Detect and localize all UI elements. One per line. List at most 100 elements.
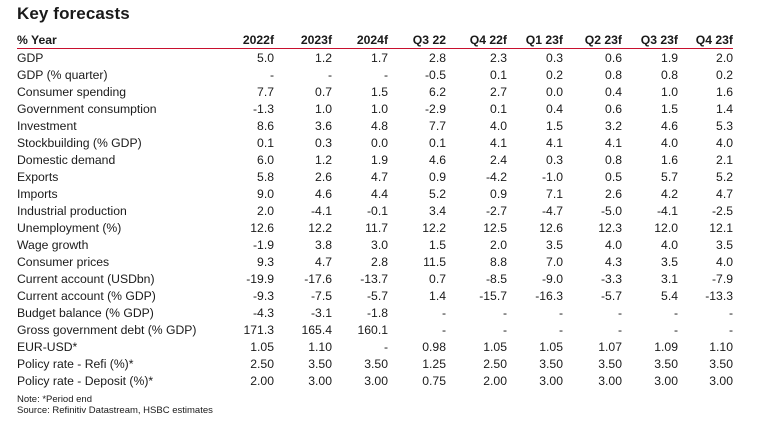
table-cell: 0.75	[422, 374, 446, 388]
table-cell: 5.2	[429, 187, 446, 201]
table-cell: 4.1	[490, 136, 507, 150]
table-row: Current account (% GDP) -9.3 -7.5 -5.7 1.4 -1…	[17, 288, 733, 305]
table-cell: 1.4	[716, 102, 733, 116]
table-cell: 2.1	[716, 153, 733, 167]
table-cell: 0.0	[371, 136, 388, 150]
row-label: Consumer prices	[17, 255, 110, 269]
forecast-table: % Year 2022f 2023f 2024f Q3 22 Q4 22f Q1…	[17, 32, 733, 390]
table-cell: -1.9	[252, 238, 274, 252]
table-row: Gross government debt (% GDP) 171.3 165.4 1…	[17, 322, 733, 339]
table-cell: 0.6	[605, 51, 622, 65]
table-cell: 0.2	[716, 68, 733, 82]
table-cell: 0.1	[429, 136, 446, 150]
row-label: GDP	[17, 51, 44, 65]
table-cell: -3.1	[310, 306, 332, 320]
table-cell: -7.5	[310, 289, 332, 303]
table-cell: 2.7	[490, 85, 507, 99]
table-cell: 0.8	[661, 68, 678, 82]
table-cell: -9.0	[541, 272, 563, 286]
table-cell: -13.7	[360, 272, 388, 286]
row-label: Stockbuilding (% GDP)	[17, 136, 142, 150]
column-header: Q2 23f	[563, 32, 622, 49]
row-label: EUR-USD*	[17, 340, 78, 354]
table-cell: 3.00	[364, 374, 388, 388]
table-row: Exports 5.8 2.6 4.7 0.9 -4.2 -1.0 0.5 5.7 5.2	[17, 169, 733, 186]
table-cell: 7.0	[546, 255, 563, 269]
row-label: Unemployment (%)	[17, 221, 122, 235]
table-cell: -	[558, 306, 563, 320]
table-cell: 4.4	[371, 187, 388, 201]
table-cell: 1.09	[654, 340, 678, 354]
table-cell: 2.50	[483, 357, 507, 371]
table-cell: 3.4	[429, 204, 446, 218]
table-row: GDP (% quarter) - - - -0.5 0.1 0.2 0.8 0.8 0.2	[17, 67, 733, 84]
table-row: Policy rate - Refi (%)* 2.50 3.50 3.50 1.25 2…	[17, 356, 733, 373]
table-cell: 2.0	[716, 51, 733, 65]
table-cell: 0.5	[605, 170, 622, 184]
table-cell: -	[617, 323, 622, 337]
table-cell: -	[441, 306, 446, 320]
table-cell: 1.10	[308, 340, 332, 354]
table-cell: 2.4	[490, 153, 507, 167]
table-cell: 3.8	[315, 238, 332, 252]
table-cell: 3.50	[654, 357, 678, 371]
table-cell: 4.7	[371, 170, 388, 184]
table-cell: 1.9	[661, 51, 678, 65]
table-cell: 7.1	[546, 187, 563, 201]
table-cell: 4.0	[661, 136, 678, 150]
table-cell: 0.7	[429, 272, 446, 286]
table-cell: 2.0	[490, 238, 507, 252]
table-cell: 2.00	[250, 374, 274, 388]
row-label: Government consumption	[17, 102, 157, 116]
table-cell: 7.7	[257, 85, 274, 99]
table-cell: -0.1	[366, 204, 388, 218]
table-cell: 0.4	[605, 85, 622, 99]
table-cell: 5.8	[257, 170, 274, 184]
table-cell: -	[383, 340, 388, 354]
table-cell: -2.9	[424, 102, 446, 116]
column-header: 2022f	[229, 32, 274, 49]
table-cell: 1.0	[315, 102, 332, 116]
table-cell: 3.50	[364, 357, 388, 371]
table-cell: 1.6	[716, 85, 733, 99]
table-cell: -	[383, 68, 388, 82]
table-cell: 3.1	[661, 272, 678, 286]
table-cell: 12.3	[598, 221, 622, 235]
column-header: Q4 23f	[678, 32, 733, 49]
table-row: Policy rate - Deposit (%)* 2.00 3.00 3.00 0.…	[17, 373, 733, 390]
table-cell: 0.4	[546, 102, 563, 116]
table-cell: 1.2	[315, 153, 332, 167]
table-cell: -5.7	[366, 289, 388, 303]
table-row: Unemployment (%) 12.6 12.2 11.7 12.2 12.5 12.6…	[17, 220, 733, 237]
table-cell: 3.50	[308, 357, 332, 371]
table-cell: -5.7	[600, 289, 622, 303]
table-cell: 1.2	[315, 51, 332, 65]
row-label: Policy rate - Deposit (%)*	[17, 374, 154, 388]
column-header: Q4 22f	[446, 32, 507, 49]
table-cell: -	[617, 306, 622, 320]
table-cell: 3.50	[598, 357, 622, 371]
table-cell: 8.6	[257, 119, 274, 133]
table-cell: 3.6	[315, 119, 332, 133]
table-cell: 1.7	[371, 51, 388, 65]
table-cell: 1.0	[371, 102, 388, 116]
table-cell: 1.9	[371, 153, 388, 167]
table-cell: 5.4	[661, 289, 678, 303]
table-cell: 4.1	[605, 136, 622, 150]
row-label: Gross government debt (% GDP)	[17, 323, 197, 337]
table-cell: 12.6	[250, 221, 274, 235]
row-label: Investment	[17, 119, 77, 133]
table-cell: 2.50	[250, 357, 274, 371]
column-header: 2024f	[332, 32, 388, 49]
table-cell: 11.5	[423, 255, 446, 269]
table-cell: -	[441, 323, 446, 337]
table-cell: 0.3	[546, 51, 563, 65]
page-title: Key forecasts	[17, 4, 130, 23]
table-cell: 1.5	[429, 238, 446, 252]
table-cell: -1.8	[366, 306, 388, 320]
table-cell: -15.7	[479, 289, 507, 303]
table-row: Imports 9.0 4.6 4.4 5.2 0.9 7.1 2.6 4.2 4.7	[17, 186, 733, 203]
table-cell: -	[673, 306, 678, 320]
table-cell: 4.0	[661, 238, 678, 252]
table-cell: 1.07	[598, 340, 622, 354]
